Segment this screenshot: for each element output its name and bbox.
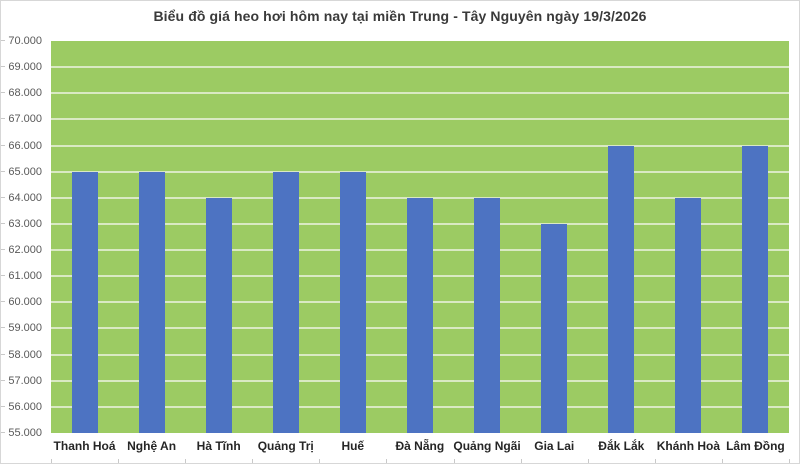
bar-slot xyxy=(521,41,588,433)
y-tick-label: 60.000 xyxy=(8,296,42,309)
axis-tick xyxy=(386,459,388,463)
x-tick-label: Gia Lai xyxy=(534,439,575,453)
gridline xyxy=(51,118,789,121)
y-tick-label: 68.000 xyxy=(8,87,42,100)
bar xyxy=(675,197,702,433)
y-tick-label: 70.000 xyxy=(8,35,42,47)
axis-tick xyxy=(1,353,5,355)
y-tick-label: 63.000 xyxy=(8,217,42,230)
x-tick-label: Thanh Hoá xyxy=(53,439,116,453)
axis-tick xyxy=(721,459,723,463)
y-tick-label: 67.000 xyxy=(8,113,42,126)
axis-tick xyxy=(1,405,5,407)
axis-tick xyxy=(453,459,455,463)
y-tick-label: 58.000 xyxy=(8,348,42,361)
axis-tick xyxy=(1,118,5,120)
y-tick-label: 64.000 xyxy=(8,191,42,204)
axis-tick xyxy=(789,459,790,463)
x-tick-label: Quảng Trị xyxy=(257,439,314,453)
axis-tick xyxy=(1,432,5,433)
x-tick-label: Lâm Đồng xyxy=(726,439,785,453)
x-tick-label: Huế xyxy=(341,439,365,453)
y-tick-label: 65.000 xyxy=(8,165,42,178)
bottom-ticks xyxy=(51,459,790,463)
bar-slot xyxy=(51,41,118,433)
bar-slot xyxy=(655,41,722,433)
axis-tick xyxy=(118,459,120,463)
x-tick-label: Quảng Ngãi xyxy=(453,439,521,453)
y-tick-label: 61.000 xyxy=(8,270,42,283)
x-tick-label: Khánh Hoà xyxy=(656,439,721,453)
bar xyxy=(71,171,98,433)
axis-tick xyxy=(1,92,5,94)
y-tick-label: 62.000 xyxy=(8,244,42,257)
bar xyxy=(138,171,165,433)
gridline xyxy=(51,144,789,147)
axis-tick xyxy=(1,275,5,277)
x-axis: Thanh Hoá Nghệ An Hà Tĩnh Quảng Trị Huế Đà Nẵ… xyxy=(51,439,789,453)
axis-tick xyxy=(185,459,187,463)
bar xyxy=(205,197,232,433)
gridline xyxy=(51,170,789,173)
axis-tick xyxy=(252,459,254,463)
bar-slot xyxy=(118,41,185,433)
axis-tick xyxy=(51,459,52,463)
axis-tick xyxy=(654,459,656,463)
bar xyxy=(541,223,568,433)
chart-title: Biểu đồ giá heo hơi hôm nay tại miền Tru… xyxy=(153,8,647,24)
axis-tick xyxy=(1,327,5,329)
axis-tick xyxy=(520,459,522,463)
gridline xyxy=(51,66,789,69)
bar xyxy=(742,145,769,433)
x-tick-label: Nghệ An xyxy=(127,439,177,453)
bar-slot xyxy=(185,41,252,433)
x-tick-label: Đắk Lắk xyxy=(598,439,645,453)
y-tick-label: 56.000 xyxy=(8,400,42,413)
axis-tick xyxy=(1,222,5,224)
axis-tick xyxy=(1,170,5,172)
axis-tick xyxy=(1,144,5,146)
axis-tick xyxy=(587,459,589,463)
bars xyxy=(51,41,789,433)
gridline xyxy=(51,92,789,95)
axis-tick xyxy=(1,379,5,381)
bar xyxy=(272,171,299,433)
bar-slot xyxy=(722,41,789,433)
bar-slot xyxy=(454,41,521,433)
bar-slot xyxy=(319,41,386,433)
axis-tick xyxy=(1,196,5,198)
bar xyxy=(608,145,635,433)
x-tick-label: Đà Nẵng xyxy=(395,439,445,453)
y-axis: 70.000 69.000 68.000 67.000 66.000 65.000 64.0… xyxy=(1,35,46,439)
axis-tick xyxy=(319,459,321,463)
axis-tick xyxy=(1,249,5,251)
y-tick-label: 57.000 xyxy=(8,374,42,387)
x-tick-label: Hà Tĩnh xyxy=(196,439,241,453)
y-tick-label: 69.000 xyxy=(8,61,42,74)
bar xyxy=(407,197,434,433)
y-tick-label: 59.000 xyxy=(8,322,42,335)
bar xyxy=(474,197,501,433)
bar-slot xyxy=(252,41,319,433)
axis-tick xyxy=(1,40,5,41)
axis-tick xyxy=(1,66,5,68)
y-tick-label: 55.000 xyxy=(8,427,42,439)
axis-tick xyxy=(1,301,5,303)
bar xyxy=(339,171,366,433)
plot-area xyxy=(51,41,789,433)
bar-slot xyxy=(386,41,453,433)
y-tick-label: 66.000 xyxy=(8,139,42,152)
bar-slot xyxy=(588,41,655,433)
left-ticks xyxy=(1,40,5,433)
